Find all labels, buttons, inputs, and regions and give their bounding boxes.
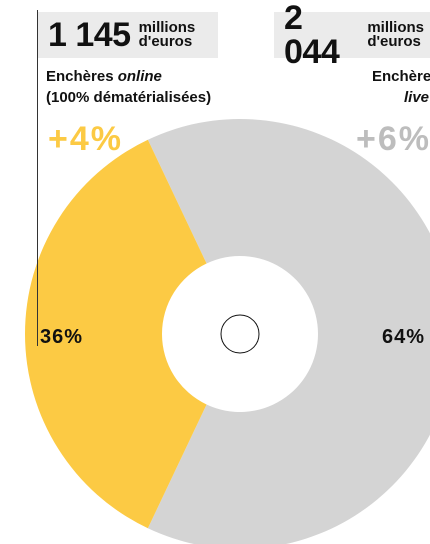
online-caption-line2: (100% dématérialisées) — [46, 89, 212, 106]
online-leader-line — [37, 10, 38, 346]
online-unit-line1: millions — [138, 18, 196, 36]
live-value: 2 044 — [284, 0, 340, 71]
slice-live — [147, 119, 430, 544]
live-value-box: 2 044 millions d'euros — [274, 1, 430, 69]
online-unit: millions d'euros — [138, 18, 196, 50]
live-unit: millions d'euros — [367, 18, 424, 50]
live-caption-line2: live — [372, 87, 430, 108]
live-share-label: 64% — [382, 326, 426, 348]
online-share-label: 36% — [40, 326, 84, 348]
live-unit-line2: d'euros — [367, 33, 421, 50]
online-unit-line2: d'euros — [138, 33, 193, 50]
live-caption-prefix: Enchères — [372, 68, 430, 85]
online-value: 1 145 — [48, 16, 131, 54]
live-caption-emphasis: live — [404, 89, 430, 106]
slice-online — [24, 139, 207, 529]
online-value-box: 1 145 millions d'euros — [38, 12, 218, 58]
online-growth: +4% — [48, 120, 123, 158]
center-marker — [220, 314, 260, 354]
online-caption-line1: Enchères online — [46, 66, 211, 87]
live-caption: Enchères live — [372, 66, 430, 108]
online-caption: Enchères online (100% dématérialisées) — [46, 66, 211, 108]
live-growth: +6% — [356, 120, 430, 158]
online-caption-emphasis: online — [117, 68, 162, 85]
online-caption-prefix: Enchères — [46, 68, 118, 85]
live-caption-line1: Enchères — [372, 66, 430, 87]
live-unit-line1: millions — [367, 18, 424, 36]
